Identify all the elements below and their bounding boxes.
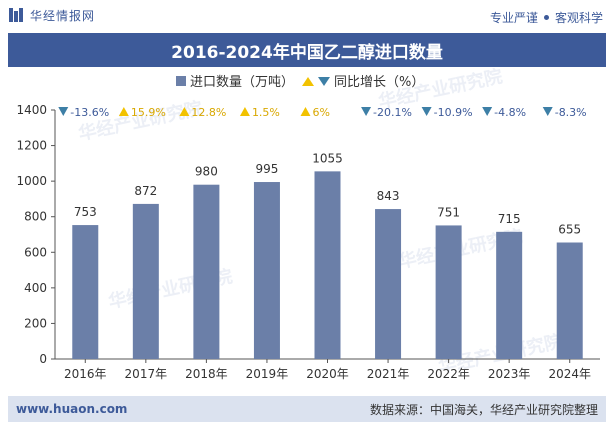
down-triangle-icon xyxy=(482,107,493,116)
bar-value-label: 715 xyxy=(498,212,521,226)
legend-bar-label: 进口数量（万吨） xyxy=(190,75,294,90)
x-tick-label: 2024年 xyxy=(548,367,591,381)
growth-label: 15.9% xyxy=(131,106,166,119)
growth-label: 6% xyxy=(313,106,330,119)
growth-label: 1.5% xyxy=(252,106,280,119)
legend: 进口数量（万吨） 同比增长（%） xyxy=(176,75,424,90)
y-tick-label: 600 xyxy=(24,245,47,259)
x-tick-label: 2023年 xyxy=(488,367,531,381)
bar-value-label: 1055 xyxy=(312,151,343,165)
x-tick-label: 2022年 xyxy=(427,367,470,381)
down-triangle-icon xyxy=(542,107,553,116)
footer: www.huaon.com 数据来源：中国海关，华经产业研究院整理 xyxy=(8,396,606,422)
x-tick-label: 2020年 xyxy=(306,367,349,381)
bar xyxy=(496,231,523,359)
legend-bar-swatch xyxy=(176,76,186,86)
down-triangle-icon xyxy=(421,107,432,116)
y-tick-label: 1200 xyxy=(16,139,47,153)
bar-value-label: 751 xyxy=(437,205,460,219)
y-tick-label: 200 xyxy=(24,316,47,330)
down-triangle-icon xyxy=(318,77,330,86)
up-triangle-icon xyxy=(239,107,250,116)
bar-value-label: 980 xyxy=(195,165,218,179)
x-axis-labels: 2016年 2017年 2018年 2019年 2020年 2021年 2022年 2023年… xyxy=(64,359,591,381)
bar-value-label: 843 xyxy=(377,189,400,203)
footer-source: 数据来源：中国海关，华经产业研究院整理 xyxy=(369,402,598,417)
up-triangle-icon xyxy=(302,77,314,86)
growth-label: -13.6% xyxy=(70,106,109,119)
tag-left: 专业严谨 xyxy=(489,11,538,25)
y-axis: 0 200 400 600 800 1000 1200 1400 xyxy=(16,103,56,366)
bars: 753 872 980 995 1055 843 751 715 655 xyxy=(72,151,583,359)
top-bar: 华经情报网 专业严谨 客观科学 xyxy=(0,0,615,32)
down-triangle-icon xyxy=(58,107,69,116)
growth-label: -4.8% xyxy=(494,106,526,119)
footer-website-link[interactable]: www.huaon.com xyxy=(16,402,128,416)
bar-value-label: 995 xyxy=(255,162,278,176)
x-tick-label: 2019年 xyxy=(246,367,289,381)
bar xyxy=(253,182,280,359)
brand[interactable]: 华经情报网 xyxy=(8,6,95,24)
x-tick-label: 2021年 xyxy=(367,367,410,381)
y-tick-label: 1000 xyxy=(16,174,47,188)
up-triangle-icon xyxy=(179,107,190,116)
y-tick-label: 800 xyxy=(24,210,47,224)
y-tick-label: 1400 xyxy=(16,103,47,117)
x-tick-label: 2016年 xyxy=(64,367,107,381)
brand-name: 华经情报网 xyxy=(30,8,96,23)
growth-label: -10.9% xyxy=(434,106,473,119)
tag-right: 客观科学 xyxy=(554,11,603,25)
bar-value-label: 753 xyxy=(74,205,97,219)
bar xyxy=(375,209,402,359)
bar-value-label: 655 xyxy=(558,223,581,237)
bar-chart: 华经产业研究院 华经产业研究院 华经产业研究院 华经产业研究院 华经产业研究院 … xyxy=(16,68,600,381)
bar xyxy=(314,171,341,359)
growth-label: 12.8% xyxy=(191,106,226,119)
y-tick-label: 0 xyxy=(39,352,47,366)
down-triangle-icon xyxy=(361,107,372,116)
bar xyxy=(132,203,159,359)
brand-logo-icon xyxy=(8,6,24,24)
bar-value-label: 872 xyxy=(134,184,157,198)
bar xyxy=(72,225,99,359)
legend-growth-label: 同比增长（%） xyxy=(334,75,424,90)
up-triangle-icon xyxy=(300,107,311,116)
growth-label: -8.3% xyxy=(555,106,587,119)
dot-separator-icon xyxy=(543,15,549,20)
svg-text:华经产业研究院: 华经产业研究院 xyxy=(76,97,204,145)
x-tick-label: 2018年 xyxy=(185,367,228,381)
bar xyxy=(435,225,462,359)
header-tags: 专业严谨 客观科学 xyxy=(490,9,603,26)
bar xyxy=(193,184,220,359)
bar xyxy=(556,242,583,359)
up-triangle-icon xyxy=(118,107,129,116)
chart-title: 2016-2024年中国乙二醇进口数量 xyxy=(8,33,606,67)
y-tick-label: 400 xyxy=(24,281,47,295)
growth-row: -13.6% 15.9% 12.8% 1.5% 6% -20.1% -10.9% -4.8% -… xyxy=(58,106,587,119)
x-tick-label: 2017年 xyxy=(125,367,168,381)
growth-label: -20.1% xyxy=(373,106,412,119)
